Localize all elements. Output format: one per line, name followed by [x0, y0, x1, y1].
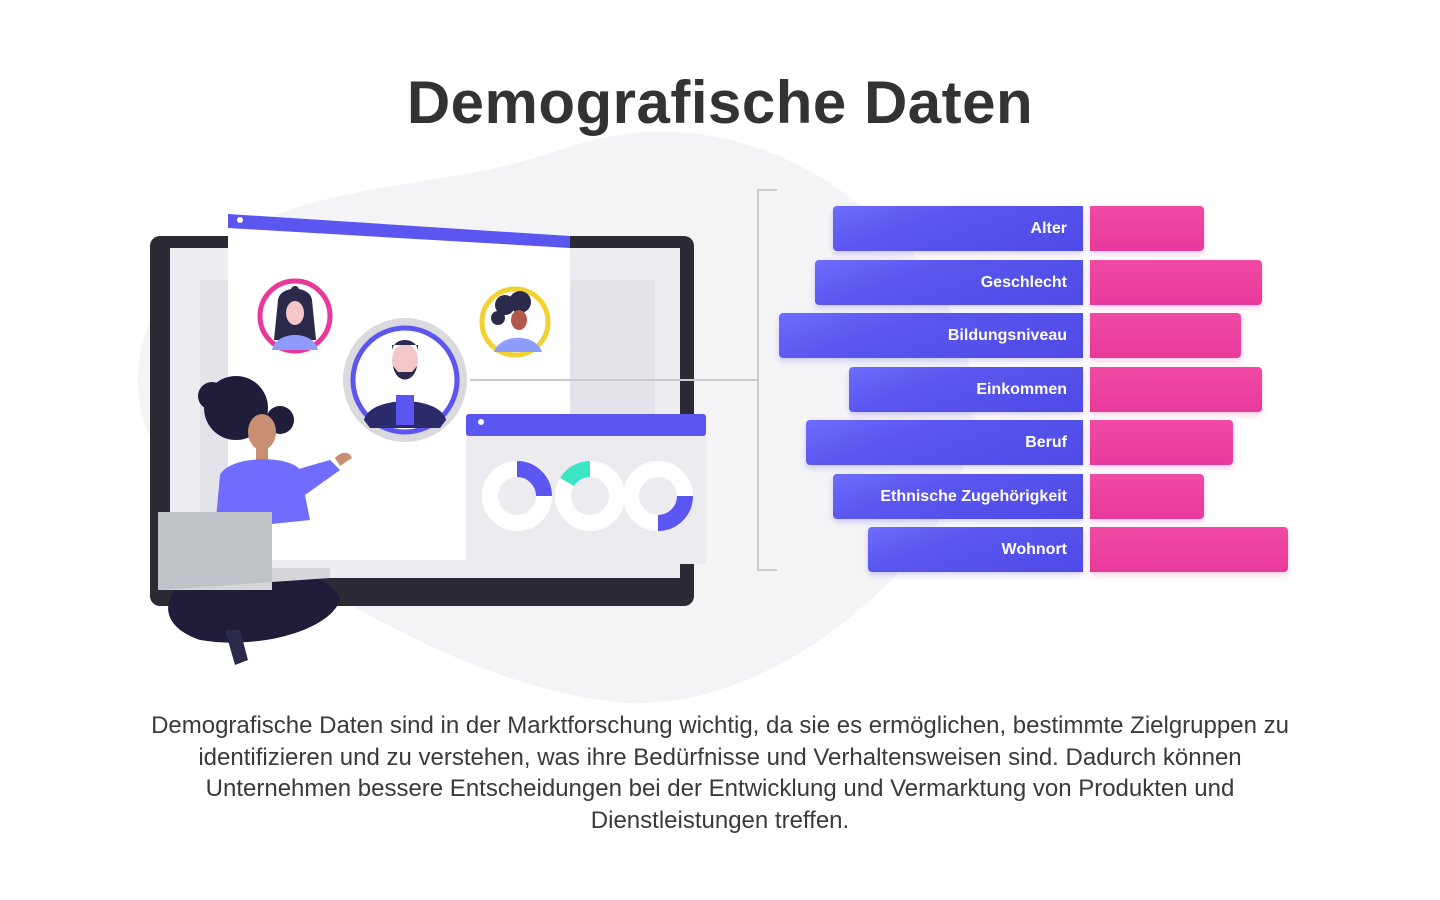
category-label-bar: Wohnort	[868, 527, 1083, 572]
category-value-bar	[1090, 420, 1233, 465]
bracket	[757, 189, 777, 571]
connector-line	[470, 379, 758, 381]
category-label-bar: Bildungsniveau	[779, 313, 1083, 358]
category-label-bar: Geschlecht	[815, 260, 1083, 305]
person-icon	[168, 376, 352, 665]
category-label-bar: Einkommen	[849, 367, 1083, 412]
category-label-bar: Alter	[833, 206, 1083, 251]
value-column	[1090, 0, 1390, 900]
laptop-icon	[158, 512, 330, 590]
avatar-man-icon	[343, 318, 467, 442]
page-title: Demografische Daten	[406, 69, 1034, 136]
donut-chart-icon	[466, 414, 706, 564]
category-label-bar: Ethnische Zugehörigkeit	[833, 474, 1083, 519]
avatar-woman-curly-icon	[479, 286, 551, 358]
category-label-bar: Beruf	[806, 420, 1083, 465]
category-value-bar	[1090, 260, 1262, 305]
label-column: Alter Geschlecht Bildungsniveau Einkommen Be…	[779, 206, 1083, 572]
avatar-woman-icon	[257, 278, 333, 354]
category-value-bar	[1090, 367, 1262, 412]
category-value-bar	[1090, 527, 1288, 572]
description-text: Demografische Daten sind in der Marktfor…	[151, 712, 1289, 834]
category-value-bar	[1090, 474, 1204, 519]
category-value-bar	[1090, 206, 1204, 251]
category-value-bar	[1090, 313, 1241, 358]
